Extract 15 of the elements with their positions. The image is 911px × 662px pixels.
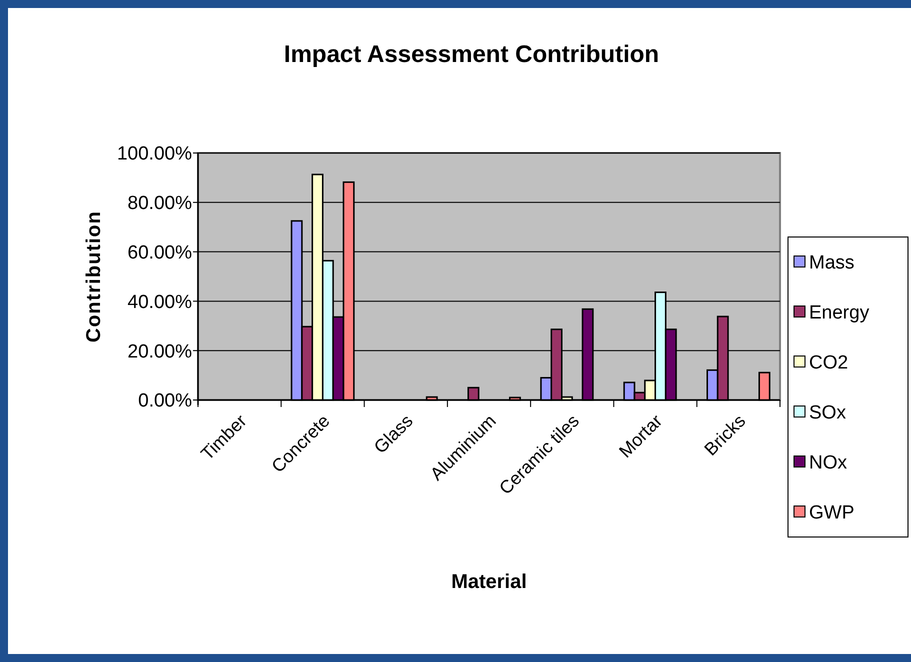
legend-label: Mass	[809, 252, 854, 274]
legend-label: NOx	[809, 452, 848, 474]
legend-label: Energy	[809, 302, 870, 324]
legend-label: GWP	[809, 502, 854, 524]
y-tick-label: 100.00%	[116, 144, 192, 165]
legend-label: CO2	[809, 352, 848, 374]
chart-title: Impact Assessment Contribution	[284, 41, 660, 68]
y-tick-label: 60.00%	[128, 242, 192, 264]
y-tick-label: 0.00%	[138, 390, 192, 412]
y-tick-label: 40.00%	[128, 292, 192, 313]
x-axis-title: Material	[451, 571, 527, 593]
y-tick-label: 20.00%	[128, 341, 192, 362]
y-axis-title: Contribution	[83, 210, 105, 342]
legend-label: SOx	[809, 402, 846, 424]
y-tick-label: 80.00%	[128, 193, 192, 214]
